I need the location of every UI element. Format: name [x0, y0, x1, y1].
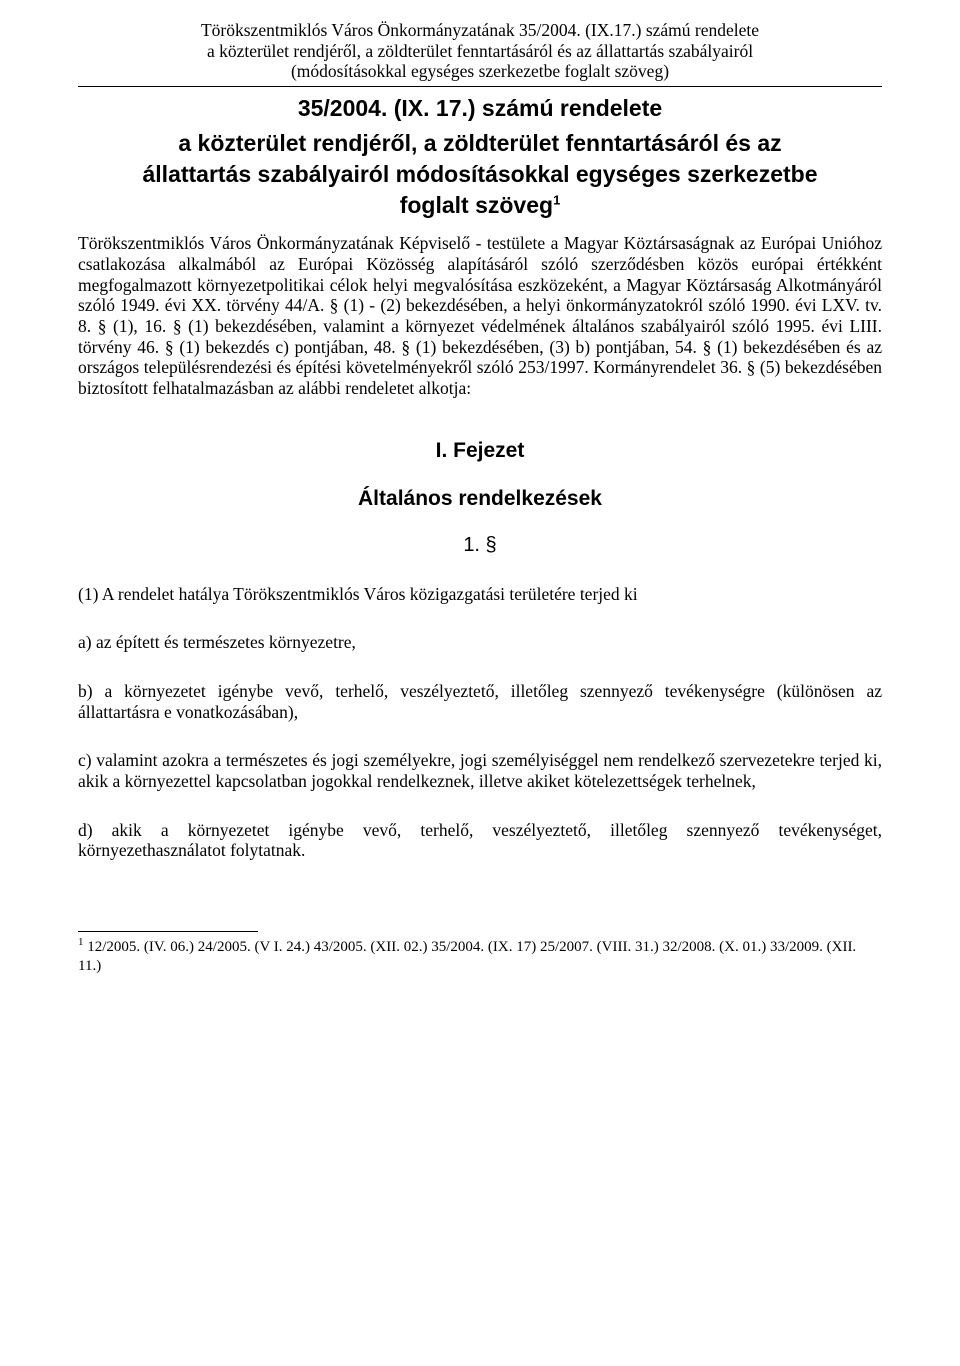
section-title: Általános rendelkezések [78, 487, 882, 512]
decree-title-line-3-text: foglalt szöveg [400, 192, 553, 218]
header-line-2: a közterület rendjéről, a zöldterület fe… [78, 41, 882, 62]
preamble: Törökszentmiklós Város Önkormányzatának … [78, 233, 882, 398]
footnote-text: 12/2005. (IV. 06.) 24/2005. (V I. 24.) 4… [78, 939, 856, 974]
decree-title-line-1: a közterület rendjéről, a zöldterület fe… [78, 130, 882, 157]
paragraph-c: c) valamint azokra a természetes és jogi… [78, 750, 882, 791]
footnote-ref-1: 1 [553, 193, 560, 208]
footnote-1: 1 12/2005. (IV. 06.) 24/2005. (V I. 24.)… [78, 936, 882, 976]
decree-number: 35/2004. (IX. 17.) számú rendelete [78, 95, 882, 122]
header-line-1: Törökszentmiklós Város Önkormányzatának … [78, 20, 882, 41]
decree-title-line-2: állattartás szabályairól módosításokkal … [78, 161, 882, 188]
header-separator [78, 86, 882, 87]
paragraph-b: b) a környezetet igénybe vevő, terhelő, … [78, 681, 882, 722]
paragraph-a: a) az épített és természetes környezetre… [78, 632, 882, 653]
section-number: 1. § [78, 534, 882, 558]
footnote-separator [78, 931, 258, 932]
paragraph-1: (1) A rendelet hatálya Törökszentmiklós … [78, 584, 882, 605]
header-line-3: (módosításokkal egységes szerkezetbe fog… [78, 61, 882, 82]
paragraph-d: d) akik a környezetet igénybe vevő, terh… [78, 820, 882, 861]
decree-title-line-3: foglalt szöveg1 [78, 192, 882, 219]
chapter-heading: I. Fejezet [78, 439, 882, 464]
page-header: Törökszentmiklós Város Önkormányzatának … [78, 20, 882, 82]
